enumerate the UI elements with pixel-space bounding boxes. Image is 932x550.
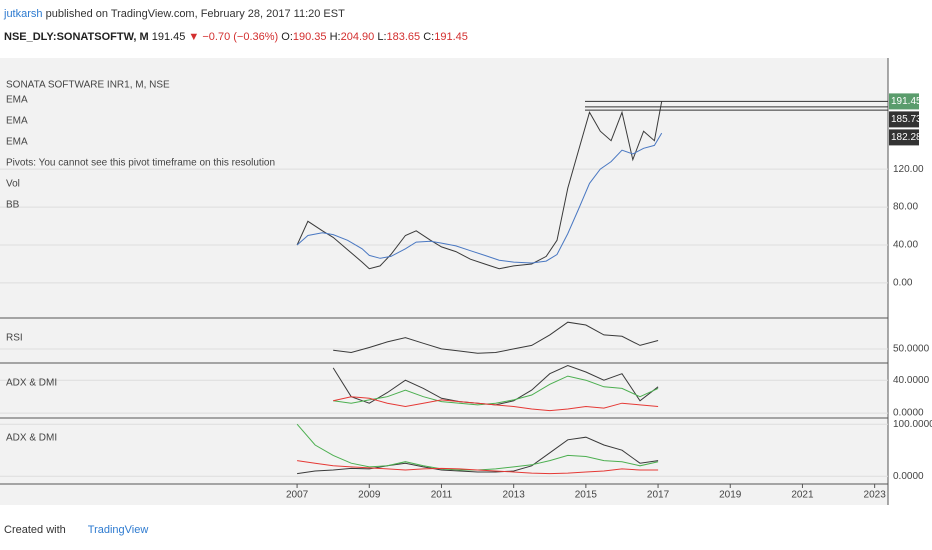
x-tick-label: 2019 [719, 490, 742, 501]
y-tick-label: 0.0000 [893, 408, 924, 419]
close-label: C: [423, 31, 435, 43]
published: published on TradingView.com, February 2… [45, 8, 345, 20]
series-line [296, 101, 663, 270]
legend-entry: EMA [6, 116, 28, 127]
legend-entry: EMA [6, 137, 28, 148]
created: Created with [4, 524, 66, 536]
y-tick-label: 40.0000 [893, 375, 930, 386]
panel-title: SONATA SOFTWARE INR1, M, NSE [6, 80, 170, 91]
publish-line: jutkarsh published on TradingView.com, F… [4, 8, 345, 20]
legend-entry: Pivots: You cannot see this pivot timefr… [6, 158, 275, 169]
chart: 0.00 40.00 80.00 120.00 SONATA SOFTWARE INR1… [0, 58, 932, 505]
high: 204.90 [340, 31, 375, 43]
series-line [333, 396, 659, 412]
panel-title: RSI [6, 333, 23, 344]
author[interactable]: jutkarsh [4, 8, 43, 20]
y-tick-label: 0.0000 [893, 471, 924, 482]
panel-title: ADX & DMI [6, 378, 57, 389]
series-line [333, 321, 659, 354]
last: 191.45 [151, 31, 186, 43]
price-label: 191.45 [891, 96, 922, 107]
open: 190.35 [292, 31, 327, 43]
high-label: H: [329, 31, 341, 43]
chart-background [0, 58, 888, 505]
close: 191.45 [434, 31, 468, 43]
x-tick-label: 2009 [358, 490, 381, 501]
legend-entry: EMA [6, 95, 28, 106]
legend-entry: Vol [6, 179, 20, 190]
symbol-line: NSE_DLY:SONATSOFTW, M 191.45 ▼ −0.70 (−0… [4, 31, 468, 43]
price-label: 182.28 [891, 132, 922, 143]
footer: Created with TradingView [4, 524, 148, 536]
symbol: NSE_DLY:SONATSOFTW, M [4, 31, 149, 43]
x-tick-label: 2023 [864, 490, 887, 501]
series-line [333, 375, 659, 406]
price-label-box [889, 93, 919, 110]
price-label-box [889, 129, 919, 146]
x-tick-label: 2011 [431, 490, 453, 501]
low-label: L: [377, 31, 387, 43]
price-label: 185.73 [891, 114, 922, 125]
y-tick-label: 40.00 [893, 240, 918, 251]
low: 183.65 [386, 31, 421, 43]
y-tick-label: 80.00 [893, 202, 918, 213]
series-line [297, 436, 659, 475]
series-line [297, 460, 659, 475]
y-tick-label: 120.00 [893, 164, 924, 175]
open-label: O: [281, 31, 293, 43]
y-tick-label: 0.00 [893, 278, 913, 289]
x-tick-label: 2015 [575, 490, 598, 501]
x-tick-label: 2007 [286, 490, 309, 501]
x-tick-label: 2013 [503, 490, 526, 501]
change: ▼ −0.70 (−0.36%) [188, 31, 279, 43]
series-line [296, 132, 663, 264]
legend-entry: BB [6, 200, 20, 211]
x-tick-label: 2017 [647, 490, 670, 501]
y-tick-label: 100.0000 [893, 419, 932, 430]
x-tick-label: 2021 [791, 490, 814, 501]
brand[interactable]: TradingView [87, 524, 149, 536]
price-label-box [889, 111, 919, 128]
panel-title: ADX & DMI [6, 433, 57, 444]
y-tick-label: 50.0000 [893, 344, 930, 355]
